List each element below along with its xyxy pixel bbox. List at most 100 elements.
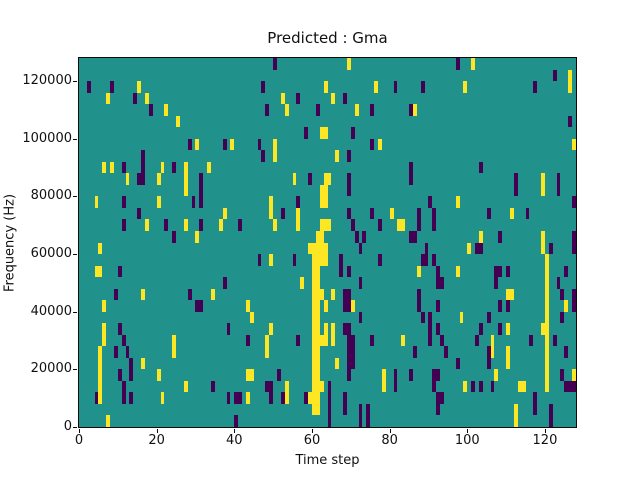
heatmap-cell-low — [351, 219, 355, 231]
heatmap-cell-high — [184, 162, 188, 173]
heatmap-cell-high — [506, 289, 510, 300]
plot-area — [78, 57, 577, 428]
heatmap-cell-low — [428, 312, 432, 323]
heatmap-cell-high — [522, 381, 526, 392]
heatmap-cell-high — [145, 93, 149, 104]
heatmap-cell-low — [436, 392, 440, 404]
heatmap-cell-high — [568, 81, 572, 93]
heatmap-cell-high — [545, 381, 549, 392]
x-tick-mark — [544, 429, 546, 433]
heatmap-cell-high — [316, 231, 320, 243]
heatmap-cell-low — [223, 277, 227, 289]
heatmap-cell-low — [347, 150, 351, 162]
heatmap-cell-low — [440, 335, 444, 346]
heatmap-cell-high — [572, 369, 576, 381]
heatmap-cell-low — [141, 162, 145, 173]
heatmap-cell-low — [293, 254, 296, 266]
heatmap-cell-low — [137, 173, 141, 185]
heatmap-cell-high — [157, 173, 161, 185]
heatmap-cell-high — [324, 127, 328, 139]
heatmap-cell-high — [374, 81, 378, 93]
heatmap-cell-high — [401, 219, 405, 231]
heatmap-cell-high — [491, 335, 494, 346]
heatmap-cell-high — [335, 358, 339, 369]
heatmap-cell-high — [265, 346, 269, 358]
heatmap-cell-high — [195, 231, 199, 243]
heatmap-cell-high — [324, 219, 328, 231]
heatmap-cell-low — [432, 219, 436, 231]
heatmap-cell-low — [394, 81, 397, 93]
heatmap-cell-high — [184, 381, 188, 392]
heatmap-cell-high — [312, 243, 316, 254]
heatmap-cell-low — [436, 300, 440, 312]
heatmap-cell-high — [281, 93, 285, 104]
heatmap-cell-high — [312, 300, 316, 312]
y-tick-mark — [73, 311, 77, 313]
y-tick-label: 80000 — [30, 188, 72, 204]
heatmap-cell-low — [479, 323, 483, 335]
heatmap-cell-low — [456, 58, 460, 70]
heatmap-cell-low — [133, 93, 137, 104]
heatmap-cell-low — [432, 254, 436, 266]
x-axis-label: Time step — [295, 453, 360, 468]
heatmap-cell-low — [351, 335, 355, 346]
heatmap-cell-low — [211, 381, 215, 392]
heatmap-cell-low — [506, 300, 510, 312]
heatmap-cell-low — [328, 415, 331, 427]
heatmap-cell-high — [211, 289, 215, 300]
heatmap-cell-low — [568, 116, 572, 127]
heatmap-cell-high — [564, 300, 568, 312]
heatmap-cell-high — [316, 289, 320, 300]
heatmap-cell-low — [129, 392, 133, 404]
heatmap-cell-high — [312, 312, 316, 323]
x-tick-mark — [79, 429, 80, 433]
heatmap-cell-low — [199, 300, 203, 312]
heatmap-cell-low — [366, 404, 370, 415]
heatmap-cell-low — [118, 369, 122, 381]
heatmap-cell-low — [141, 173, 145, 185]
heatmap-cell-low — [347, 208, 351, 219]
heatmap-cell-low — [394, 369, 397, 381]
heatmap-cell-low — [234, 392, 238, 404]
heatmap-cell-high — [273, 139, 277, 150]
heatmap-cell-high — [312, 358, 316, 369]
heatmap-cell-high — [545, 369, 549, 381]
heatmap-cell-low — [129, 358, 133, 369]
heatmap-cell-low — [370, 104, 374, 116]
x-tick-mark — [389, 429, 391, 433]
heatmap-cell-high — [312, 369, 316, 381]
heatmap-cell-high — [269, 208, 273, 219]
heatmap-cell-low — [436, 323, 440, 335]
heatmap-cell-low — [425, 254, 428, 266]
heatmap-cell-low — [351, 346, 355, 358]
heatmap-cell-high — [316, 312, 320, 323]
heatmap-cell-low — [409, 173, 413, 185]
heatmap-cell-high — [568, 70, 572, 81]
heatmap-cell-high — [328, 173, 331, 185]
heatmap-cell-high — [545, 300, 549, 312]
heatmap-cell-high — [456, 266, 460, 277]
heatmap-cell-low — [366, 415, 370, 427]
x-tick-mark — [311, 429, 313, 433]
heatmap-cell-low — [421, 254, 425, 266]
heatmap-cell-low — [557, 277, 560, 289]
x-tick-mark — [156, 429, 158, 433]
heatmap-cell-high — [312, 266, 316, 277]
heatmap-cell-low — [498, 300, 502, 312]
heatmap-cell-high — [506, 358, 510, 369]
heatmap-cell-high — [324, 323, 328, 335]
x-tick-label: 120 — [532, 433, 558, 448]
heatmap-cell-low — [487, 346, 491, 358]
heatmap-cell-high — [269, 254, 273, 266]
heatmap-cell-low — [436, 404, 440, 415]
heatmap-cell-low — [238, 392, 242, 404]
heatmap-cell-low — [347, 335, 351, 346]
heatmap-cell-low — [409, 104, 413, 116]
heatmap-cell-low — [347, 323, 351, 335]
heatmap-cell-low — [514, 173, 518, 185]
heatmap-cell-low — [261, 81, 265, 93]
heatmap-cell-low — [421, 81, 425, 93]
y-tick-label: 100000 — [22, 130, 72, 146]
plot-title: Predicted : Gma — [267, 29, 388, 47]
heatmap-cell-low — [328, 381, 331, 392]
